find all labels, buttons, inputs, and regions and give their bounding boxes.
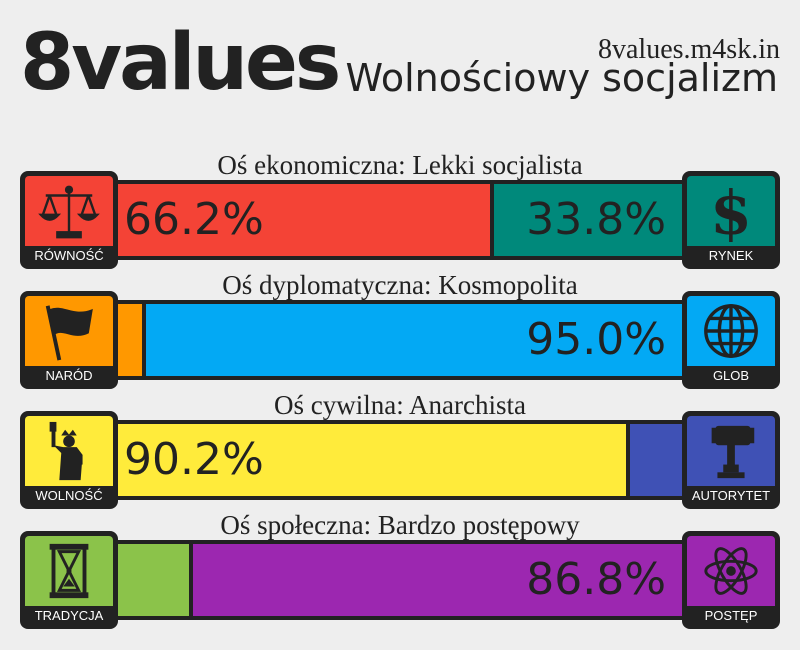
- axis-bar-right-social: 86.8%: [193, 544, 686, 616]
- axis-right-label-social: POSTĘP: [704, 608, 758, 623]
- axis-title-social: Oś społeczna: Bardzo postępowy: [220, 510, 580, 540]
- axis-bar-economic: 66.2% 33.8%: [110, 180, 690, 260]
- atom-icon: [687, 536, 775, 606]
- liberty-icon-box: WOLNOŚĆ: [20, 411, 118, 509]
- axis-right-label-economic: RYNEK: [708, 248, 754, 263]
- globe-icon-box: GLOB: [682, 291, 780, 389]
- statue-of-liberty-icon: [25, 416, 113, 486]
- axis-bar-right-economic: 33.8%: [494, 184, 686, 256]
- axis-left-label-social: TRADYCJA: [34, 608, 104, 623]
- progress-icon-box: POSTĘP: [682, 531, 780, 629]
- axis-bar-right-civil: [630, 424, 686, 496]
- axis-bar-left-economic: 66.2%: [114, 184, 490, 256]
- svg-text:$: $: [710, 180, 752, 242]
- tradition-icon-box: TRADYCJA: [20, 531, 118, 629]
- dollar-icon: $: [687, 176, 775, 246]
- axis-bar-left-social: [114, 544, 189, 616]
- axis-bar-left-diplomatic: [114, 304, 142, 376]
- axis-right-label-diplomatic: GLOB: [712, 368, 750, 383]
- ideology-title: Wolnościowy socjalizm: [345, 56, 779, 100]
- nation-icon-box: NARÓD: [20, 291, 118, 389]
- axis-left-label-civil: WOLNOŚĆ: [35, 488, 103, 503]
- axis-left-percent-economic: 66.2%: [124, 194, 264, 245]
- axis-bar-right-diplomatic: 95.0%: [146, 304, 686, 376]
- axis-title-civil: Oś cywilna: Anarchista: [274, 390, 526, 420]
- axis-right-percent-economic: 33.8%: [526, 194, 666, 245]
- axis-title-economic: Oś ekonomiczna: Lekki socjalista: [217, 150, 583, 180]
- axis-right-percent-social: 86.8%: [526, 554, 666, 605]
- flag-icon: [25, 296, 113, 366]
- axis-left-label-diplomatic: NARÓD: [45, 368, 93, 383]
- market-icon-box: $ RYNEK: [682, 171, 780, 269]
- axis-left-percent-civil: 90.2%: [124, 434, 264, 485]
- equality-icon-box: RÓWNOŚĆ: [20, 171, 118, 269]
- axis-bar-civil: 90.2%: [110, 420, 690, 500]
- axis-bar-left-civil: 90.2%: [114, 424, 626, 496]
- axis-right-percent-diplomatic: 95.0%: [526, 314, 666, 365]
- axis-bar-diplomatic: 95.0%: [110, 300, 690, 380]
- site-url: 8values.m4sk.in: [598, 34, 780, 65]
- axis-right-label-civil: AUTORYTET: [691, 488, 771, 503]
- axis-title-diplomatic: Oś dyplomatyczna: Kosmopolita: [222, 270, 578, 300]
- globe-icon: [687, 296, 775, 366]
- scales-icon: [25, 176, 113, 246]
- authority-icon-box: AUTORYTET: [682, 411, 780, 509]
- hourglass-icon: [25, 536, 113, 606]
- brand-title: 8values: [20, 18, 341, 108]
- gavel-icon: [687, 416, 775, 486]
- axis-left-label-economic: RÓWNOŚĆ: [34, 248, 104, 263]
- axis-bar-social: 86.8%: [110, 540, 690, 620]
